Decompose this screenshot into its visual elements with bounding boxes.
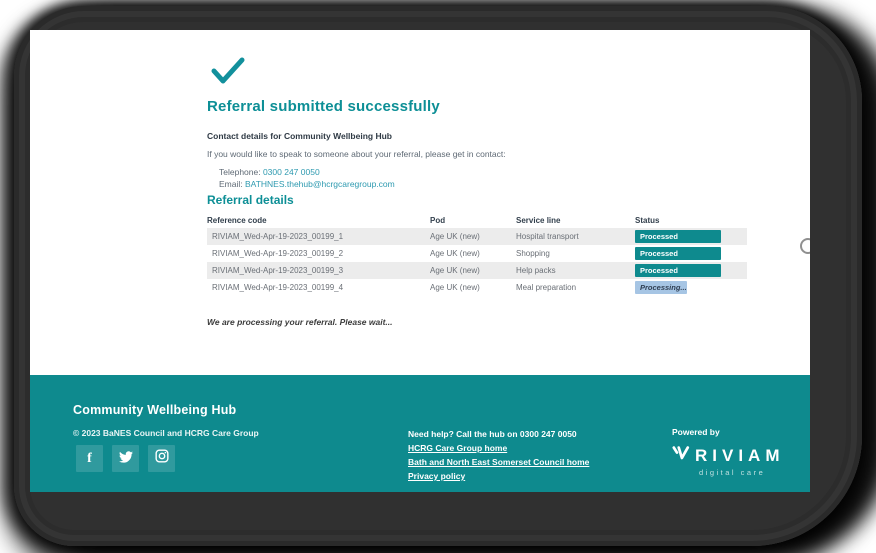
cell-service-line: Meal preparation (516, 283, 577, 292)
contact-intro-text: If you would like to speak to someone ab… (207, 149, 506, 159)
cell-status: Processed (635, 264, 747, 277)
powered-by-label: Powered by (672, 427, 720, 437)
riviam-tagline: digital care (699, 468, 766, 477)
table-header-row: Reference code Pod Service line Status (207, 213, 747, 228)
email-label: Email: (219, 179, 245, 189)
link-privacy-policy[interactable]: Privacy policy (408, 471, 466, 481)
cell-status: Processing... (635, 281, 747, 294)
cell-status: Processed (635, 247, 747, 260)
table-row: RIVIAM_Wed-Apr-19-2023_00199_1 Age UK (n… (207, 228, 747, 245)
telephone-line: Telephone: 0300 247 0050 (219, 167, 320, 177)
column-header-status: Status (635, 216, 660, 225)
email-line: Email: BATHNES.thehub@hcrgcaregroup.com (219, 179, 395, 189)
page-footer: Community Wellbeing Hub © 2023 BaNES Cou… (30, 375, 810, 492)
riviam-logo: RIVIAM (672, 445, 785, 466)
cell-reference: RIVIAM_Wed-Apr-19-2023_00199_4 (212, 283, 344, 292)
cell-pod: Age UK (new) (430, 249, 480, 258)
status-badge-processed: Processed (635, 230, 721, 243)
instagram-icon (154, 449, 169, 468)
twitter-icon (118, 450, 133, 468)
column-header-pod: Pod (430, 216, 446, 225)
facebook-icon: f (87, 450, 92, 466)
referral-details-heading: Referral details (207, 193, 294, 207)
table-row: RIVIAM_Wed-Apr-19-2023_00199_3 Age UK (n… (207, 262, 747, 279)
column-header-reference: Reference code (207, 216, 267, 225)
success-check-icon (210, 56, 246, 91)
link-hcrg-home[interactable]: HCRG Care Group home (408, 443, 508, 453)
cell-service-line: Help packs (516, 266, 556, 275)
footer-help-links: Need help? Call the hub on 0300 247 0050… (408, 427, 589, 483)
status-badge-processing: Processing... (635, 281, 687, 294)
table-row: RIVIAM_Wed-Apr-19-2023_00199_4 Age UK (n… (207, 279, 747, 296)
social-links: f (76, 445, 175, 472)
cell-pod: Age UK (new) (430, 283, 480, 292)
cell-pod: Age UK (new) (430, 266, 480, 275)
cell-service-line: Hospital transport (516, 232, 579, 241)
facebook-button[interactable]: f (76, 445, 103, 472)
cell-pod: Age UK (new) (430, 232, 480, 241)
status-badge-processed: Processed (635, 264, 721, 277)
instagram-button[interactable] (148, 445, 175, 472)
telephone-label: Telephone: (219, 167, 263, 177)
referral-confirmation-page: Referral submitted successfully Contact … (30, 30, 810, 492)
cell-service-line: Shopping (516, 249, 550, 258)
referral-table: Reference code Pod Service line Status R… (207, 213, 747, 296)
riviam-wordmark: RIVIAM (695, 445, 785, 465)
edge-widget-button[interactable] (800, 238, 810, 254)
page-title: Referral submitted successfully (207, 98, 440, 115)
cell-status: Processed (635, 230, 747, 243)
table-row: RIVIAM_Wed-Apr-19-2023_00199_2 Age UK (n… (207, 245, 747, 262)
twitter-button[interactable] (112, 445, 139, 472)
cell-reference: RIVIAM_Wed-Apr-19-2023_00199_2 (212, 249, 344, 258)
main-content: Referral submitted successfully Contact … (30, 30, 810, 375)
status-badge-processed: Processed (635, 247, 721, 260)
help-text: Need help? Call the hub on 0300 247 0050 (408, 429, 577, 439)
column-header-service-line: Service line (516, 216, 561, 225)
footer-title: Community Wellbeing Hub (73, 403, 237, 417)
footer-brand-block: Powered by RIVIAM digital care (672, 427, 785, 477)
processing-wait-note: We are processing your referral. Please … (207, 317, 393, 327)
riviam-mark-icon (672, 445, 690, 466)
cell-reference: RIVIAM_Wed-Apr-19-2023_00199_1 (212, 232, 344, 241)
cell-reference: RIVIAM_Wed-Apr-19-2023_00199_3 (212, 266, 344, 275)
link-banes-home[interactable]: Bath and North East Somerset Council hom… (408, 457, 590, 467)
email-link[interactable]: BATHNES.thehub@hcrgcaregroup.com (244, 179, 395, 189)
footer-copyright: © 2023 BaNES Council and HCRG Care Group (73, 428, 259, 438)
telephone-link[interactable]: 0300 247 0050 (262, 167, 320, 177)
contact-details-heading: Contact details for Community Wellbeing … (207, 131, 392, 141)
